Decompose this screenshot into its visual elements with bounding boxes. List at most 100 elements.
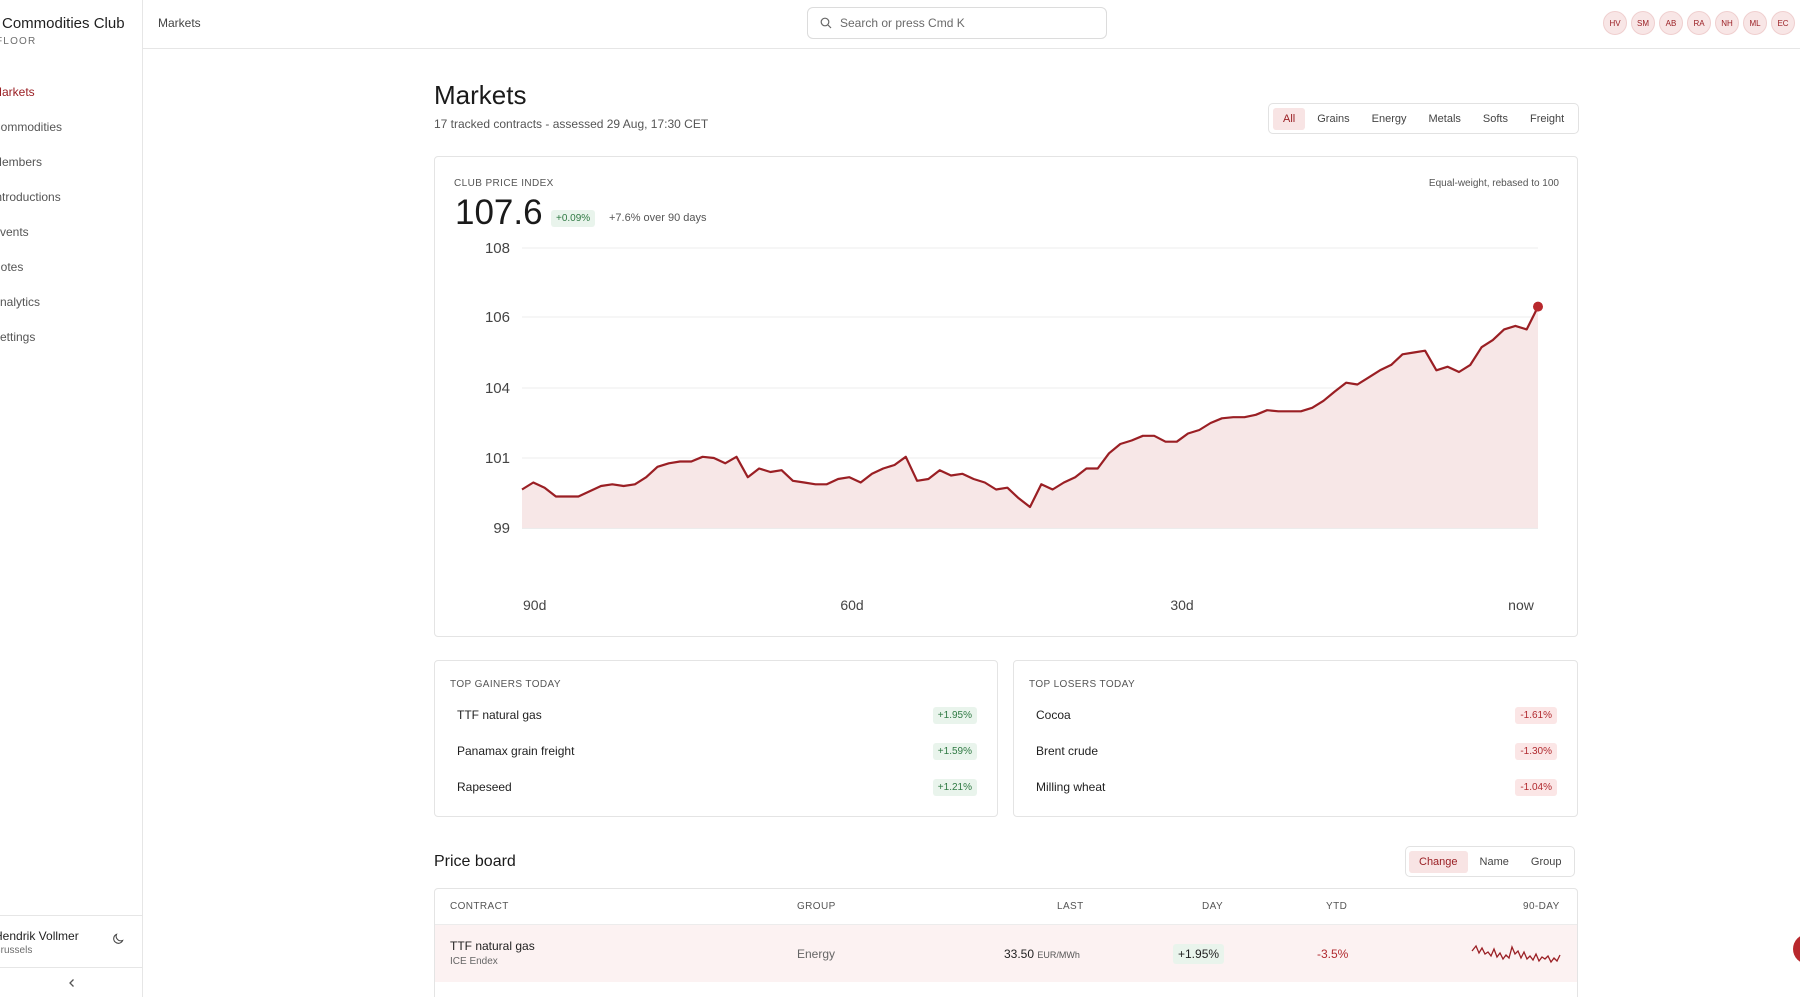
column-header-group[interactable]: GROUP (797, 901, 836, 912)
sidebar-item-notes[interactable]: Notes (0, 259, 24, 274)
member-avatars: HV SM AB RA NH ML EC (1603, 11, 1795, 35)
search-input[interactable] (840, 16, 1080, 30)
sort-group[interactable]: Group (1530, 855, 1562, 868)
sidebar-footer: Hendrik Vollmer Brussels (0, 915, 142, 997)
sidebar-item-members[interactable]: Members (0, 154, 43, 169)
sidebar-item-commodities[interactable]: Commodities (0, 119, 63, 134)
column-header-90day[interactable]: 90-DAY (1523, 901, 1560, 912)
contract-last: 33.50 EUR/MWh (1004, 947, 1080, 961)
gainer-change: +1.95% (932, 706, 977, 724)
sidebar: Commodities Club FLOOR Markets Commoditi… (0, 0, 143, 997)
index-delta-badge: +0.09% (551, 210, 596, 227)
user-name: Hendrik Vollmer (0, 929, 79, 943)
filter-all[interactable]: All (1273, 107, 1306, 130)
filter-energy[interactable]: Energy (1371, 112, 1407, 125)
sparkline (1471, 944, 1561, 964)
list-item[interactable]: Brent crude -1.30% (1036, 741, 1557, 761)
avatar[interactable]: EC (1771, 11, 1795, 35)
loser-change: -1.61% (1515, 706, 1557, 724)
top-losers-card: TOP LOSERS TODAY Cocoa -1.61% Brent crud… (1013, 660, 1578, 817)
avatar[interactable]: RA (1687, 11, 1711, 35)
app-title: Commodities Club (2, 15, 125, 32)
price-board-title: Price board (434, 853, 516, 870)
index-90day-change: +7.6% over 90 days (609, 212, 707, 224)
collapse-sidebar-button[interactable] (0, 967, 142, 997)
sidebar-item-markets[interactable]: Markets (0, 84, 35, 99)
index-area (522, 306, 1538, 528)
search-box[interactable] (807, 7, 1107, 39)
user-location: Brussels (0, 945, 33, 956)
y-tick-label: 106 (485, 309, 510, 326)
loser-name: Milling wheat (1036, 780, 1106, 794)
list-item[interactable]: Milling wheat -1.04% (1036, 777, 1557, 797)
avatar[interactable]: SM (1631, 11, 1655, 35)
y-tick-label: 101 (485, 450, 510, 467)
avatar[interactable]: HV (1603, 11, 1627, 35)
avatar[interactable]: NH (1715, 11, 1739, 35)
sidebar-item-analytics[interactable]: Analytics (0, 294, 41, 309)
chevron-left-icon (68, 978, 74, 987)
gainer-name: Panamax grain freight (457, 744, 575, 758)
user-profile[interactable]: Hendrik Vollmer Brussels (0, 915, 142, 967)
table-row[interactable]: TTF natural gas ICE Endex Energy 33.50 E… (435, 925, 1577, 982)
filter-freight[interactable]: Freight (1529, 112, 1565, 125)
contract-name: TTF natural gas (450, 939, 535, 953)
app-subtitle: FLOOR (0, 36, 37, 47)
loser-change: -1.30% (1515, 742, 1557, 760)
index-chart[interactable]: 108 106 104 101 99 90d 60d 30d now (435, 157, 1579, 638)
price-board-sort: Change Name Group (1405, 846, 1576, 877)
day-change: +1.95% (1173, 944, 1225, 964)
gainer-name: TTF natural gas (457, 708, 542, 722)
column-header-contract[interactable]: CONTRACT (450, 901, 509, 912)
losers-title: TOP LOSERS TODAY (1029, 679, 1136, 690)
latest-point-marker (1533, 301, 1543, 312)
x-tick-label: now (1508, 597, 1535, 613)
page-subtitle: 17 tracked contracts - assessed 29 Aug, … (434, 117, 709, 131)
loser-name: Brent crude (1036, 744, 1099, 758)
loser-change: -1.04% (1515, 778, 1557, 796)
index-card: CLUB PRICE INDEX Equal-weight, rebased t… (434, 156, 1578, 637)
sidebar-nav: Markets Commodities Members Introduction… (0, 74, 62, 354)
column-header-last[interactable]: LAST (1057, 901, 1084, 912)
index-label: CLUB PRICE INDEX (454, 178, 554, 189)
index-note: Equal-weight, rebased to 100 (1428, 178, 1559, 189)
ytd-change: -3.5% (1317, 947, 1349, 961)
column-header-ytd[interactable]: YTD (1326, 901, 1348, 912)
filter-metals[interactable]: Metals (1428, 112, 1461, 125)
breadcrumb[interactable]: Markets (158, 16, 201, 30)
avatar[interactable]: AB (1659, 11, 1683, 35)
sidebar-item-settings[interactable]: Settings (0, 329, 36, 344)
list-item[interactable]: Rapeseed +1.21% (457, 777, 977, 797)
filter-grains[interactable]: Grains (1317, 112, 1350, 125)
moon-icon[interactable] (111, 932, 125, 946)
loser-name: Cocoa (1036, 708, 1071, 722)
index-value: 107.6 (455, 193, 543, 232)
list-item[interactable]: Cocoa -1.61% (1036, 705, 1557, 725)
filter-softs[interactable]: Softs (1482, 112, 1508, 125)
y-tick-label: 108 (485, 240, 510, 257)
sidebar-item-introductions[interactable]: Introductions (0, 189, 61, 204)
gainer-change: +1.21% (932, 778, 977, 796)
help-button[interactable] (1793, 934, 1800, 964)
search-icon (820, 17, 832, 29)
gainer-change: +1.59% (932, 742, 977, 760)
column-header-day[interactable]: DAY (1202, 901, 1224, 912)
y-tick-label: 99 (493, 520, 510, 537)
list-item[interactable]: Panamax grain freight +1.59% (457, 741, 977, 761)
avatar[interactable]: ML (1743, 11, 1767, 35)
sidebar-item-events[interactable]: Events (0, 224, 29, 239)
gainer-name: Rapeseed (457, 780, 512, 794)
contract-exchange: ICE Endex (450, 956, 498, 967)
page-title: Markets (434, 80, 527, 110)
index-line (521, 306, 1539, 509)
brand[interactable]: Commodities Club FLOOR (0, 15, 125, 47)
contract-group: Energy (797, 947, 836, 961)
sort-change[interactable]: Change (1409, 850, 1468, 873)
group-filter: All Grains Energy Metals Softs Freight (1268, 103, 1580, 134)
topbar: Markets HV SM AB RA NH ML EC (143, 0, 1800, 49)
list-item[interactable]: TTF natural gas +1.95% (457, 705, 977, 725)
sort-name[interactable]: Name (1479, 855, 1509, 868)
x-tick-label: 90d (523, 597, 546, 613)
gainers-title: TOP GAINERS TODAY (450, 679, 561, 690)
table-divider (435, 924, 1577, 925)
